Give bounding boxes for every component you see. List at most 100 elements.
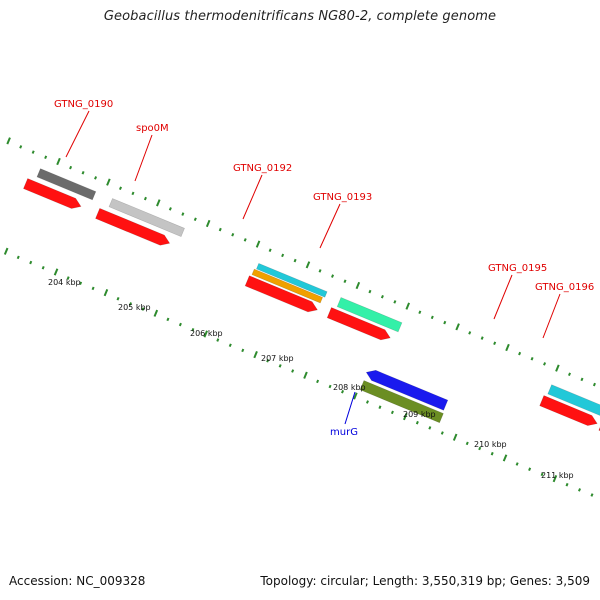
forward-tick xyxy=(81,170,85,175)
feature-gtng_0190-cds xyxy=(23,178,82,209)
forward-tick xyxy=(543,362,547,366)
forward-tick xyxy=(418,310,422,315)
gene-label-gtng_0192: GTNG_0192 xyxy=(233,163,292,174)
scale-label-layer: 204 kbp 205 kbp 206 kbp 207 kbp 208 kbp 209 k… xyxy=(48,278,574,480)
forward-tick xyxy=(131,191,135,196)
scale-tick-label: 204 kbp xyxy=(48,278,81,287)
forward-tick xyxy=(455,323,460,331)
reverse-tick xyxy=(191,327,195,332)
reverse-tick xyxy=(216,338,220,342)
reverse-tick xyxy=(452,433,458,441)
forward-tick xyxy=(368,289,372,294)
forward-tick xyxy=(156,199,161,207)
feature-murg-gene xyxy=(359,380,444,424)
feature-spo0m-cds xyxy=(95,207,171,246)
feature-gtng_0193-gene xyxy=(336,297,403,333)
forward-tick xyxy=(205,219,211,228)
gene-label-connector xyxy=(344,391,356,425)
reverse-tick xyxy=(129,302,132,306)
gene-label-gtng_0193: GTNG_0193 xyxy=(313,192,372,203)
feature-gtng_0192-gene xyxy=(256,262,328,298)
reverse-tick xyxy=(253,351,258,359)
reverse-tick xyxy=(403,412,408,421)
reverse-tick xyxy=(266,358,270,363)
forward-tick xyxy=(405,302,411,310)
reverse-tick xyxy=(328,384,332,389)
forward-tick xyxy=(69,165,73,170)
scale-tick-label: 205 kbp xyxy=(118,303,151,312)
gene-label-murg: murG xyxy=(330,427,358,438)
feature-gtng_0190-gene xyxy=(36,168,97,201)
forward-tick xyxy=(530,356,534,361)
feature-gtng_0193-cds xyxy=(326,307,391,341)
reverse-tick xyxy=(29,260,33,265)
map-band xyxy=(0,137,600,497)
forward-tick xyxy=(580,377,584,382)
forward-tick xyxy=(181,212,185,216)
gene-label-gtng_0190: GTNG_0190 xyxy=(54,99,113,110)
forward-tick xyxy=(143,196,147,201)
reverse-tick xyxy=(228,343,232,347)
forward-tick xyxy=(318,269,322,273)
reverse-tick xyxy=(515,462,519,466)
feature-track xyxy=(23,168,600,446)
reverse-tick xyxy=(291,369,295,373)
reverse-tick xyxy=(203,330,208,338)
reverse-tick xyxy=(365,400,369,404)
forward-tick xyxy=(430,315,434,320)
reverse-tick xyxy=(178,322,182,327)
scale-tick-label: 211 kbp xyxy=(541,471,574,480)
forward-tick xyxy=(193,217,197,222)
forward-tick xyxy=(480,336,484,340)
gene-label-connector xyxy=(65,110,90,158)
scale-tick-label: 209 kbp xyxy=(403,410,436,419)
reverse-tick xyxy=(278,364,282,368)
reverse-tick xyxy=(153,309,159,317)
forward-tick xyxy=(255,240,261,248)
forward-tick xyxy=(592,382,596,387)
gene-label-gtng_0195: GTNG_0195 xyxy=(488,263,547,274)
reverse-tick xyxy=(241,348,245,353)
gene-label-spo0m: spo0M xyxy=(136,123,169,134)
reverse-tick xyxy=(565,482,569,487)
reverse-tick xyxy=(79,281,83,285)
forward-tick xyxy=(19,145,23,149)
reverse-tick xyxy=(378,405,382,409)
reverse-tick xyxy=(465,441,469,446)
reverse-tick xyxy=(552,474,558,483)
scale-tick-label: 208 kbp xyxy=(333,383,366,392)
forward-tick xyxy=(393,300,397,304)
reverse-tick xyxy=(53,268,59,276)
reverse-tick-rail xyxy=(3,247,594,497)
forward-tick xyxy=(305,261,311,269)
reverse-tick xyxy=(440,431,444,435)
reverse-tick xyxy=(3,247,9,255)
forward-tick xyxy=(268,248,272,253)
gene-label-connector xyxy=(542,293,561,339)
reverse-tick xyxy=(502,454,508,462)
feature-gtng_0195-cds xyxy=(539,395,598,426)
scale-tick-label: 210 kbp xyxy=(474,440,507,449)
forward-tick xyxy=(31,150,35,154)
feature-gtng_0195-gene xyxy=(547,384,600,418)
genome-backbone xyxy=(0,175,600,471)
reverse-tick xyxy=(578,488,582,492)
reverse-tick xyxy=(540,472,544,477)
forward-tick xyxy=(493,341,497,346)
forward-tick xyxy=(6,137,11,145)
forward-tick xyxy=(168,207,172,211)
forward-tick xyxy=(555,364,560,372)
forward-tick xyxy=(443,320,447,325)
reverse-tick xyxy=(490,451,494,456)
gene-label-connector xyxy=(242,174,263,220)
forward-tick xyxy=(518,351,522,356)
reverse-tick xyxy=(528,467,532,471)
reverse-tick xyxy=(415,420,419,425)
reverse-tick xyxy=(41,265,45,270)
feature-murg-cds xyxy=(365,369,449,411)
gene-label-connector xyxy=(134,134,153,182)
forward-tick xyxy=(44,155,48,160)
forward-tick xyxy=(281,253,285,258)
scale-tick-label: 207 kbp xyxy=(261,354,294,363)
